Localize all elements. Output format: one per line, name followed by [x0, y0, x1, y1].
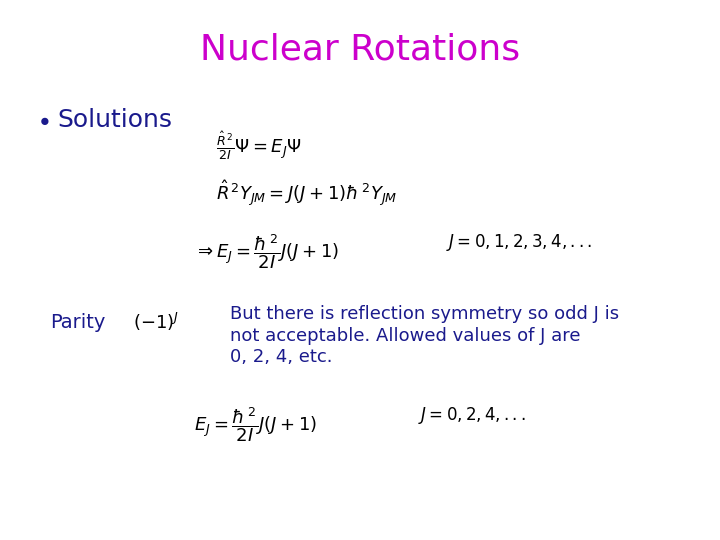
Text: $\bullet$: $\bullet$ [36, 108, 50, 132]
Text: $\hat{R}^{\,2}Y_{JM} = J(J+1)\hbar^{\,2}Y_{JM}$: $\hat{R}^{\,2}Y_{JM} = J(J+1)\hbar^{\,2}… [216, 178, 397, 208]
Text: Solutions: Solutions [58, 108, 173, 132]
Text: $J = 0, 1, 2, 3, 4,...$: $J = 0, 1, 2, 3, 4,...$ [446, 232, 593, 253]
Text: not acceptable. Allowed values of J are: not acceptable. Allowed values of J are [230, 327, 581, 345]
Text: $\frac{\hat{R}^{\,2}}{2I}\Psi = E_J\Psi$: $\frac{\hat{R}^{\,2}}{2I}\Psi = E_J\Psi$ [216, 130, 302, 163]
Text: $(-1)^J$: $(-1)^J$ [133, 310, 179, 333]
Text: $J = 0, 2, 4,...$: $J = 0, 2, 4,...$ [418, 405, 526, 426]
Text: But there is reflection symmetry so odd J is: But there is reflection symmetry so odd … [230, 305, 619, 323]
Text: $E_J = \dfrac{\hbar^{\,2}}{2I}J(J+1)$: $E_J = \dfrac{\hbar^{\,2}}{2I}J(J+1)$ [194, 405, 318, 444]
Text: Nuclear Rotations: Nuclear Rotations [200, 32, 520, 66]
Text: $\Rightarrow E_J = \dfrac{\hbar^{\,2}}{2I}J(J+1)$: $\Rightarrow E_J = \dfrac{\hbar^{\,2}}{2… [194, 232, 340, 271]
Text: 0, 2, 4, etc.: 0, 2, 4, etc. [230, 348, 333, 366]
Text: Parity: Parity [50, 313, 106, 332]
